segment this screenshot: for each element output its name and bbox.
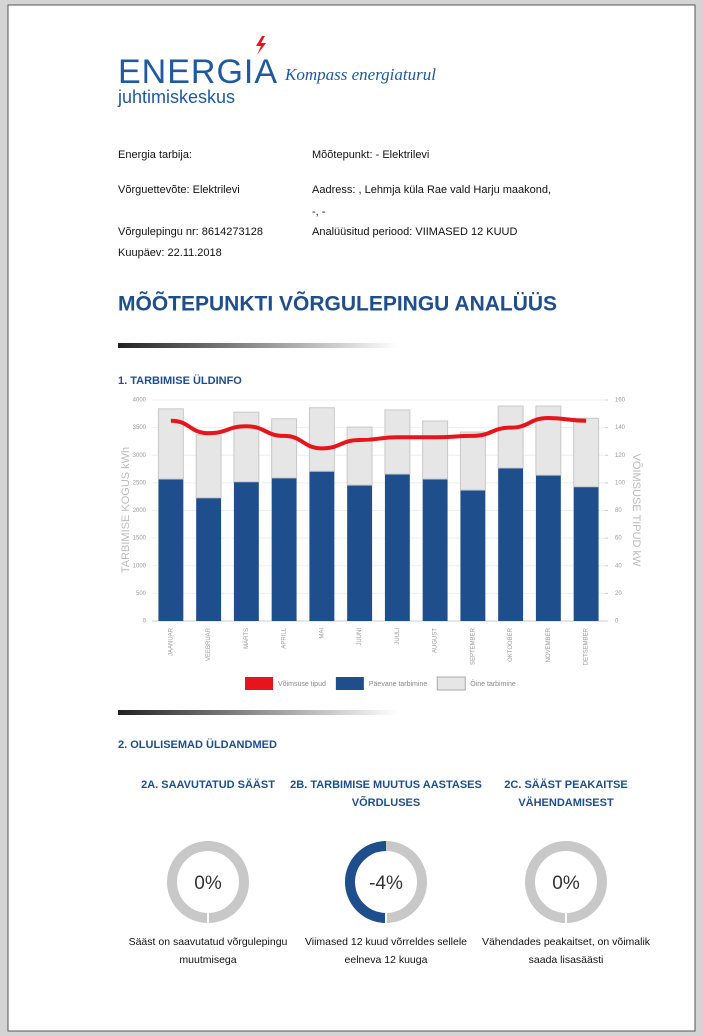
card-text: saada lisasäästi bbox=[529, 954, 604, 966]
x-tick-label: JAANUAR bbox=[168, 627, 174, 656]
x-tick-label: APRILL bbox=[282, 627, 288, 648]
y2-tick-label: 0 bbox=[615, 619, 619, 625]
y-tick-label: 3500 bbox=[133, 425, 147, 431]
legend-swatch bbox=[436, 676, 466, 691]
card-title: 2B. TARBIMISE MUUTUS AASTASES bbox=[290, 779, 482, 791]
info-field: Mõõtepunkt: - Elektrilevi bbox=[312, 149, 429, 161]
info-field: Võrgulepingu nr: 8614273128 bbox=[118, 226, 263, 238]
bar bbox=[459, 431, 486, 491]
y-axis-label: TARBIMISE KOGUS kWh bbox=[120, 447, 132, 573]
y-tick-label: 1500 bbox=[133, 536, 147, 542]
brand-bolt bbox=[256, 36, 266, 55]
card-title: VÄHENDAMISEST bbox=[518, 796, 614, 809]
y2-tick-label: 20 bbox=[615, 591, 622, 597]
bar bbox=[158, 479, 184, 621]
brand: ENERGIA bbox=[118, 53, 278, 91]
y2-tick-label: 120 bbox=[615, 453, 626, 459]
y-tick-label: 2000 bbox=[133, 508, 147, 514]
legend-swatch bbox=[245, 677, 273, 690]
x-tick-label: MÄRTS bbox=[243, 628, 250, 649]
bar bbox=[498, 467, 524, 621]
info-field: Aadress: , Lehmja küla Rae vald Harju ma… bbox=[312, 184, 551, 196]
bar bbox=[271, 418, 298, 479]
y-tick-label: 500 bbox=[136, 591, 147, 597]
legend-swatch bbox=[335, 677, 364, 690]
bar bbox=[346, 426, 373, 486]
info-field: Energia tarbija: bbox=[118, 149, 192, 161]
chart-title: 1. TARBIMISE ÜLDINFO bbox=[118, 374, 242, 387]
x-tick-label: AUGUST bbox=[433, 628, 439, 653]
bar bbox=[422, 420, 449, 480]
x-tick-label: MAI bbox=[319, 628, 325, 639]
card-percent: -4% bbox=[369, 873, 403, 894]
heading: MÕÕTEPUNKTI VÕRGULEPINGU ANALÜÜS bbox=[118, 292, 557, 316]
bar bbox=[384, 474, 410, 621]
y-tick-label: 2500 bbox=[133, 480, 147, 486]
x-tick-label: NOVEMBER bbox=[546, 627, 552, 662]
card-text: Vähendades peakaitset, on võimalik bbox=[482, 936, 651, 948]
card-percent: 0% bbox=[552, 873, 580, 894]
bar bbox=[497, 405, 524, 469]
brand-sub: juhtimiskeskus bbox=[117, 87, 235, 107]
y2-tick-label: 40 bbox=[615, 563, 622, 569]
bar bbox=[308, 407, 335, 472]
info-field: -, - bbox=[312, 206, 326, 218]
legend-label: Võimsuse tipud bbox=[278, 681, 326, 688]
slogan: Kompass energiaturul bbox=[284, 65, 436, 84]
bar bbox=[233, 411, 260, 483]
card-text: muutmisega bbox=[179, 954, 236, 966]
x-tick-label: VEEBRUAR bbox=[206, 627, 212, 661]
info-field: Võrguettevõte: Elektrilevi bbox=[118, 184, 240, 196]
legend-label: Päevane tarbimine bbox=[369, 681, 427, 688]
y2-tick-label: 80 bbox=[615, 508, 622, 514]
bar bbox=[573, 486, 599, 621]
y-tick-label: 1000 bbox=[133, 563, 147, 569]
bar bbox=[573, 417, 600, 488]
bar bbox=[347, 485, 373, 621]
y2-tick-label: 160 bbox=[615, 398, 626, 404]
card-text: eelneva 12 kuuga bbox=[345, 954, 428, 966]
divider bbox=[118, 710, 398, 715]
divider bbox=[118, 343, 398, 348]
card-percent: 0% bbox=[194, 873, 222, 894]
card-title: 2C. SÄÄST PEAKAITSE bbox=[504, 778, 627, 791]
bar bbox=[422, 479, 448, 621]
card-text: Viimased 12 kuud võrreldes sellele bbox=[305, 936, 467, 948]
bar bbox=[460, 490, 486, 621]
info-field: Analüüsitud periood: VIIMASED 12 KUUD bbox=[312, 226, 517, 238]
y2-tick-label: 60 bbox=[615, 536, 622, 542]
y2-tick-label: 140 bbox=[615, 425, 626, 431]
info-field: Kuupäev: 22.11.2018 bbox=[118, 247, 222, 259]
section-title: 2. OLULISEMAD ÜLDANDMED bbox=[118, 738, 277, 751]
donut-arc bbox=[345, 841, 387, 923]
x-tick-label: JUUNI bbox=[357, 628, 363, 646]
y-tick-label: 3000 bbox=[133, 453, 147, 459]
y-tick-label: 0 bbox=[143, 619, 147, 625]
card-title: 2A. SAAVUTATUD SÄÄST bbox=[141, 778, 275, 791]
bar bbox=[196, 497, 222, 621]
bar bbox=[233, 481, 259, 621]
bar bbox=[271, 477, 297, 621]
y2-tick-label: 100 bbox=[615, 480, 626, 486]
y2-axis-label: VÕIMSUSE TIPUD kW bbox=[630, 454, 643, 567]
card-text: Sääst on saavutatud võrgulepingu bbox=[129, 936, 288, 948]
x-tick-label: JUULI bbox=[395, 628, 401, 645]
x-tick-label: SEPTEMBER bbox=[470, 627, 476, 665]
x-tick-label: DETSEMBER bbox=[584, 627, 590, 665]
bar bbox=[195, 434, 222, 499]
y-tick-label: 4000 bbox=[133, 398, 147, 404]
bar bbox=[309, 471, 335, 621]
card-title: VÕRDLUSES bbox=[352, 796, 420, 809]
legend-label: Öine tarbimine bbox=[470, 680, 516, 688]
bar bbox=[535, 475, 561, 621]
bar bbox=[384, 409, 411, 475]
line bbox=[170, 415, 587, 451]
x-tick-label: OKTOOBER bbox=[508, 627, 514, 662]
